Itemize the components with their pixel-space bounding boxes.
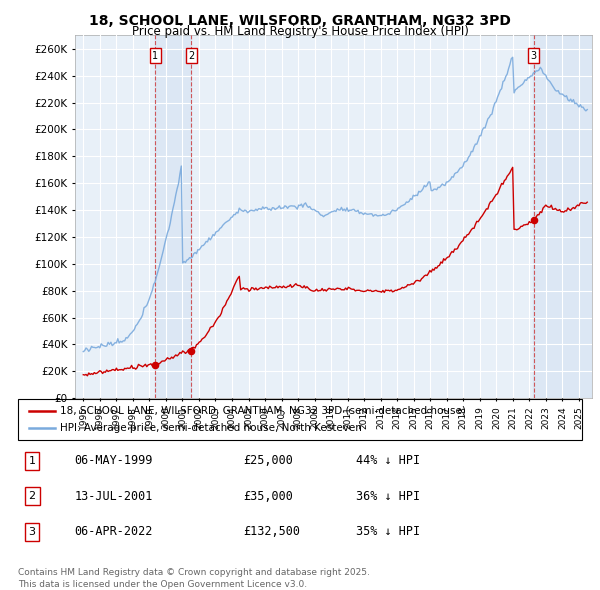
Text: 44% ↓ HPI: 44% ↓ HPI (356, 454, 421, 467)
Text: 06-MAY-1999: 06-MAY-1999 (74, 454, 153, 467)
Text: 2: 2 (188, 51, 194, 61)
Text: 1: 1 (29, 455, 35, 466)
Text: 36% ↓ HPI: 36% ↓ HPI (356, 490, 421, 503)
Bar (533, 35, 592, 398)
Text: 18, SCHOOL LANE, WILSFORD, GRANTHAM, NG32 3PD: 18, SCHOOL LANE, WILSFORD, GRANTHAM, NG3… (89, 14, 511, 28)
Text: £35,000: £35,000 (244, 490, 293, 503)
Text: HPI: Average price, semi-detached house, North Kesteven: HPI: Average price, semi-detached house,… (60, 423, 362, 433)
Text: £25,000: £25,000 (244, 454, 293, 467)
Point (529, 215, 539, 225)
Text: £132,500: £132,500 (244, 525, 301, 538)
Text: 3: 3 (29, 527, 35, 537)
Text: 3: 3 (530, 51, 537, 61)
Text: 1: 1 (152, 51, 158, 61)
Text: 13-JUL-2001: 13-JUL-2001 (74, 490, 153, 503)
Text: Price paid vs. HM Land Registry's House Price Index (HPI): Price paid vs. HM Land Registry's House … (131, 25, 469, 38)
Bar (155, 35, 191, 398)
Text: 35% ↓ HPI: 35% ↓ HPI (356, 525, 421, 538)
Point (187, 346, 196, 356)
Text: Contains HM Land Registry data © Crown copyright and database right 2025.
This d: Contains HM Land Registry data © Crown c… (18, 568, 370, 589)
Text: 2: 2 (29, 491, 35, 501)
Point (151, 360, 160, 369)
Text: 18, SCHOOL LANE, WILSFORD, GRANTHAM, NG32 3PD (semi-detached house): 18, SCHOOL LANE, WILSFORD, GRANTHAM, NG3… (60, 406, 466, 416)
Text: 06-APR-2022: 06-APR-2022 (74, 525, 153, 538)
